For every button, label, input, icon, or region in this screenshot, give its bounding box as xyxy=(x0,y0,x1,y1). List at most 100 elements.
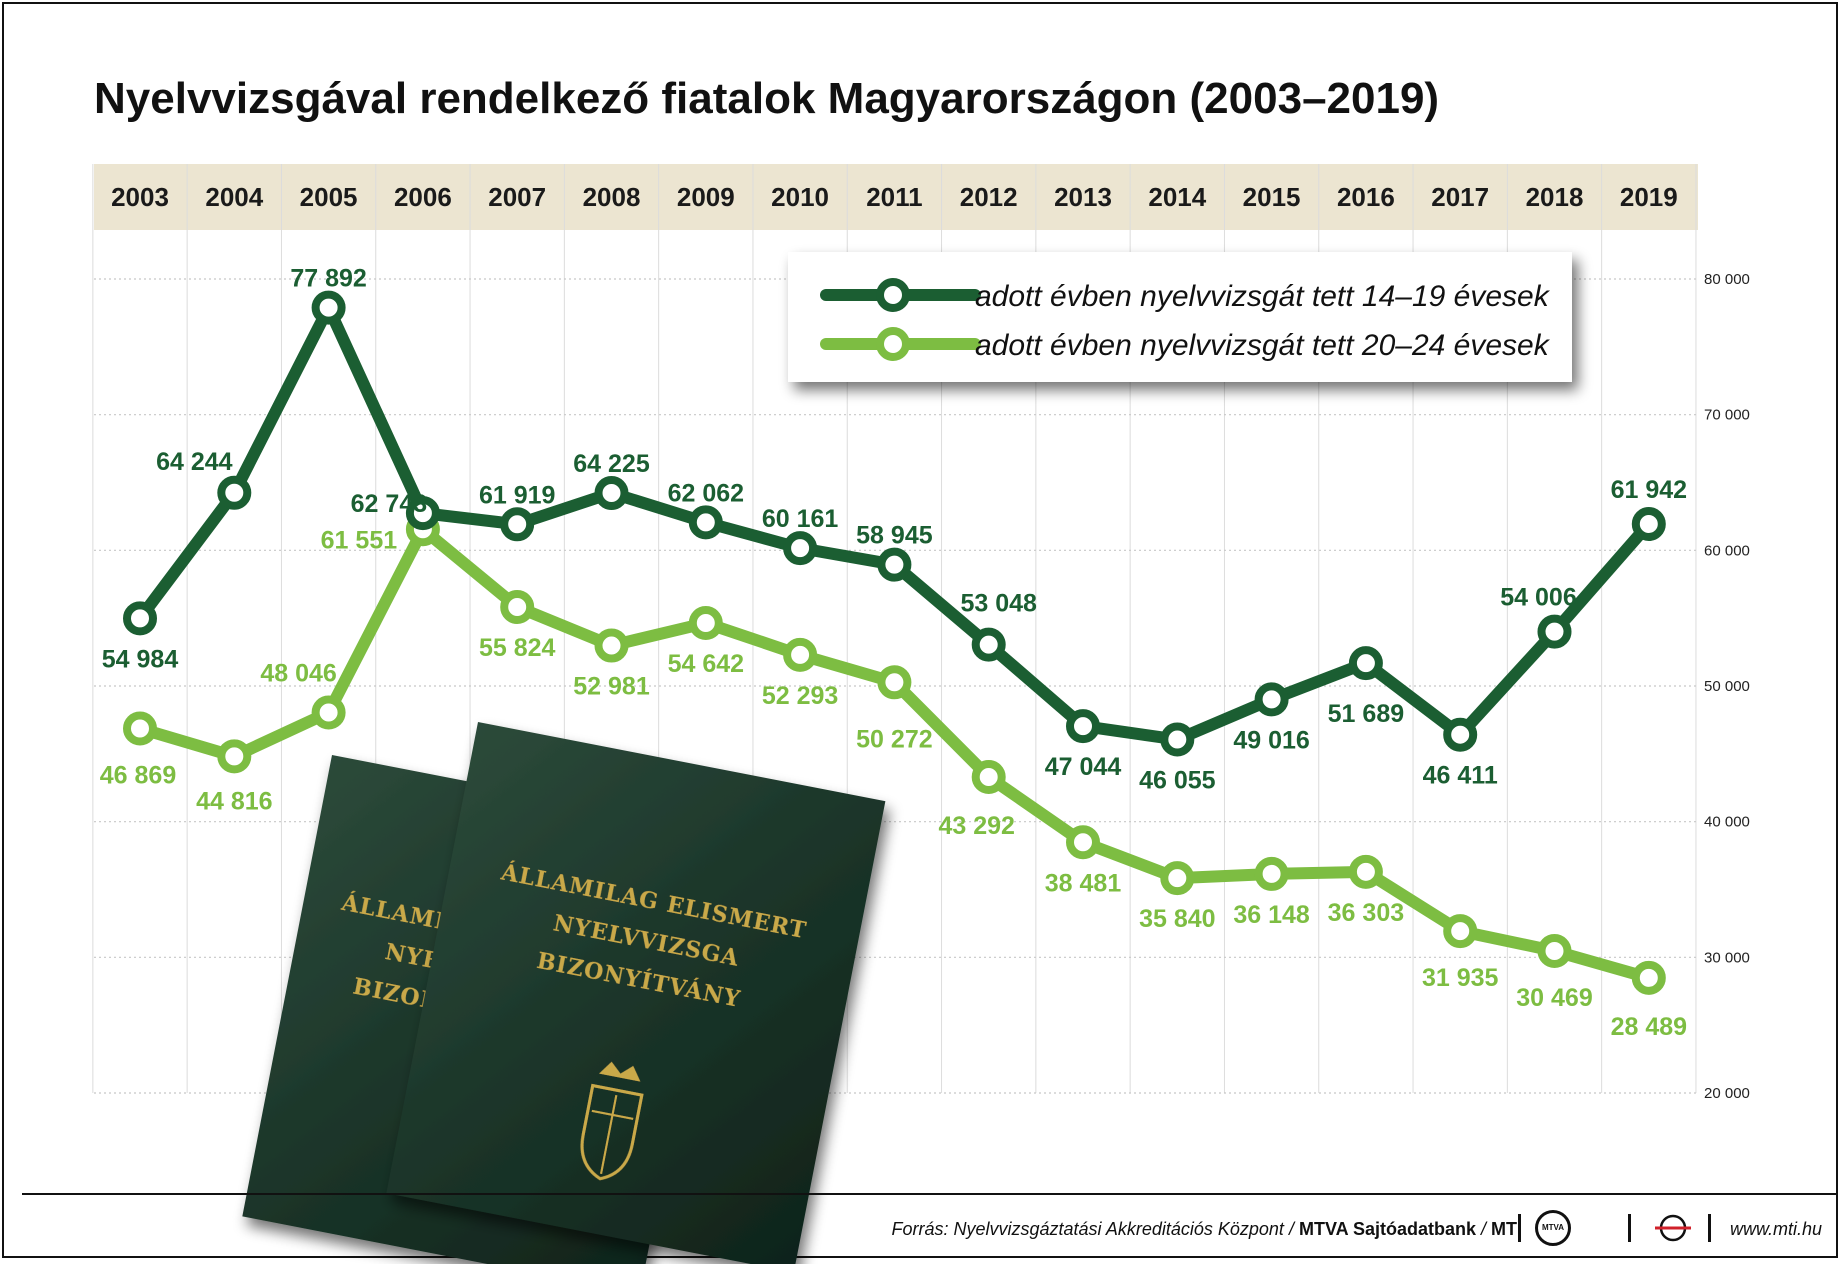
y-tick-label: 20 000 xyxy=(1704,1085,1750,1102)
series-points xyxy=(123,290,1666,995)
data-point-s1 xyxy=(1160,722,1195,757)
mti-logo xyxy=(1655,1214,1691,1242)
data-point-s2 xyxy=(1066,825,1100,860)
data-label-s2: 43 292 xyxy=(938,812,1014,840)
data-point-s1 xyxy=(217,475,252,510)
data-label-s2: 35 840 xyxy=(1139,905,1215,933)
data-label-s1: 62 743 xyxy=(351,490,427,518)
y-tick-label: 70 000 xyxy=(1704,407,1750,424)
data-point-s2 xyxy=(217,739,252,774)
y-axis-ticks: 20 000 30 000 40 000 50 000 60 000 70 000 80 0… xyxy=(1704,271,1750,1102)
data-label-s2: 54 642 xyxy=(668,650,744,678)
data-label-s2: 61 551 xyxy=(321,526,398,554)
data-label-s1: 64 244 xyxy=(156,448,233,476)
footer-separator xyxy=(1708,1214,1711,1242)
year-label: 2009 xyxy=(677,182,735,212)
data-label-s2: 36 148 xyxy=(1233,901,1310,929)
data-point-s2 xyxy=(688,606,723,641)
year-label: 2010 xyxy=(771,182,829,212)
legend: adott évben nyelvvizsgát tett 14–19 éves… xyxy=(788,252,1572,382)
footer-separator xyxy=(1518,1214,1521,1242)
footer-separator xyxy=(1628,1214,1631,1242)
site-url: www.mti.hu xyxy=(1730,1219,1823,1239)
data-point-s1 xyxy=(1348,646,1383,681)
data-point-s1 xyxy=(783,531,818,566)
data-label-s2: 52 293 xyxy=(762,682,838,710)
y-tick-label: 80 000 xyxy=(1704,271,1750,288)
data-point-s2 xyxy=(971,760,1006,795)
data-point-s2 xyxy=(1537,933,1572,968)
data-label-s2: 55 824 xyxy=(479,634,556,662)
mtva-logo: MTVA xyxy=(1535,1210,1571,1246)
source-prefix: Forrás: Nyelvvizsgáztatási Akkreditációs… xyxy=(891,1219,1299,1239)
year-label: 2012 xyxy=(960,182,1018,212)
data-label-s1: 61 919 xyxy=(479,481,555,509)
data-point-s1 xyxy=(1066,709,1100,744)
y-tick-label: 60 000 xyxy=(1704,542,1750,559)
data-point-s2 xyxy=(1631,960,1666,995)
year-label: 2007 xyxy=(488,182,546,212)
data-point-s1 xyxy=(123,601,157,636)
source-mti: MTI xyxy=(1491,1219,1522,1239)
data-label-s1: 53 048 xyxy=(960,590,1037,618)
data-label-s2: 52 981 xyxy=(573,673,650,701)
legend-box xyxy=(788,252,1572,382)
legend-label-series2: adott évben nyelvvizsgát tett 20–24 éves… xyxy=(975,329,1551,362)
y-tick-label: 40 000 xyxy=(1704,814,1750,831)
y-tick-label: 30 000 xyxy=(1704,949,1750,966)
data-point-s2 xyxy=(500,589,535,624)
data-point-s2 xyxy=(1160,861,1195,896)
data-point-s1 xyxy=(594,476,629,511)
data-label-s2: 44 816 xyxy=(196,787,272,815)
data-point-s1 xyxy=(877,547,912,582)
data-label-s1: 49 016 xyxy=(1233,726,1309,754)
y-tick-label: 50 000 xyxy=(1704,678,1750,695)
year-label: 2006 xyxy=(394,182,452,212)
year-label: 2017 xyxy=(1431,182,1489,212)
data-label-s1: 62 062 xyxy=(668,479,744,507)
source-bold: MTVA Sajtóadatbank xyxy=(1298,1219,1476,1239)
data-point-s2 xyxy=(123,711,157,746)
data-point-s2 xyxy=(1348,854,1383,889)
year-label: 2019 xyxy=(1620,182,1678,212)
year-label: 2008 xyxy=(583,182,641,212)
data-label-s2: 36 303 xyxy=(1328,899,1404,927)
data-point-s1 xyxy=(500,507,535,542)
data-label-s2: 30 469 xyxy=(1516,984,1592,1012)
chart-title: Nyelvvizsgával rendelkező fiatalok Magya… xyxy=(94,74,1439,123)
footer: Forrás: Nyelvvizsgáztatási Akkreditációs… xyxy=(0,1210,1844,1250)
data-label-s2: 28 489 xyxy=(1611,1013,1687,1041)
data-labels: 46 869 44 816 48 046 61 551 55 824 52 981 54 6… xyxy=(100,265,1687,1041)
certificate-book-front xyxy=(386,722,886,1264)
year-band xyxy=(94,164,1698,230)
data-label-s1: 46 055 xyxy=(1139,767,1216,795)
data-label-s2: 48 046 xyxy=(260,660,336,688)
data-point-s1 xyxy=(311,290,346,325)
data-label-s1: 64 225 xyxy=(573,450,650,478)
source-credit: Forrás: Nyelvvizsgáztatási Akkreditációs… xyxy=(891,1219,1522,1240)
year-label: 2018 xyxy=(1526,182,1584,212)
data-point-s1 xyxy=(1537,614,1572,649)
data-label-s1: 54 984 xyxy=(102,645,179,673)
data-point-s2 xyxy=(1443,914,1478,949)
data-point-s2 xyxy=(877,665,912,700)
year-label: 2013 xyxy=(1054,182,1112,212)
year-label: 2004 xyxy=(205,182,263,212)
year-label: 2014 xyxy=(1148,182,1206,212)
year-labels: 2003 2004 2005 2006 2007 2008 2009 2010 2011 2012… xyxy=(111,182,1678,212)
data-point-s1 xyxy=(1631,506,1666,541)
data-label-s2: 38 481 xyxy=(1045,869,1122,897)
year-label: 2011 xyxy=(866,182,922,212)
data-point-s1 xyxy=(1443,717,1478,752)
data-point-s2 xyxy=(783,637,818,672)
data-point-s2 xyxy=(594,628,629,663)
data-label-s1: 58 945 xyxy=(856,522,933,550)
data-label-s2: 31 935 xyxy=(1422,964,1499,992)
data-point-s1 xyxy=(1254,682,1289,717)
data-label-s2: 50 272 xyxy=(856,725,932,753)
coat-of-arms-icon xyxy=(580,1061,644,1181)
data-label-s1: 61 942 xyxy=(1611,476,1687,504)
data-point-s2 xyxy=(311,695,346,730)
source-separator: / xyxy=(1475,1219,1491,1239)
